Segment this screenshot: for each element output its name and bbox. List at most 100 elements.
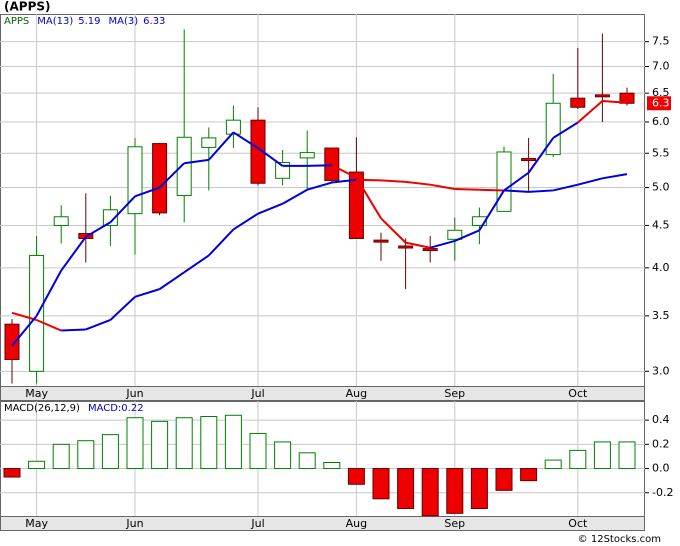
y-tick-label: 4.0 [652,261,670,274]
candle-body [53,216,69,226]
candle-body [471,216,487,226]
ma-line [257,202,283,215]
x-tick-label: Oct [568,517,588,530]
candle-body [127,146,143,215]
macd-bar [618,441,636,470]
candle-body [225,119,241,135]
candle-body [102,209,118,226]
y-tick-label: 0.2 [652,437,670,450]
candle-body [422,248,438,252]
macd-bar [126,417,144,470]
ma-line [478,189,505,231]
macd-bar [274,441,292,470]
ma-line [528,189,554,193]
last-price-label: 6.3 [652,96,670,109]
date-strip [0,386,645,401]
legend-entry: MA(13) [37,16,73,27]
candle-body [594,94,610,98]
candle-body [398,245,414,249]
ma-line [331,164,357,179]
ma-line [109,195,136,223]
y-tick-label: 7.0 [652,60,670,73]
x-tick-label: May [25,517,48,530]
ma-line [282,188,308,205]
macd-bar [323,461,341,470]
ma-line [158,162,185,189]
ma-line [577,177,603,186]
legend-entry: MA(3) [109,16,139,27]
candle-body [496,151,512,212]
footer: © 12Stocks.com [578,534,661,545]
y-tick-label: 5.0 [652,181,670,194]
ma-line [405,241,431,249]
ma-line [430,183,455,190]
macd-bar [175,417,193,470]
ma-line [35,270,63,317]
y-tick-label: 3.0 [652,364,670,377]
candle-body [447,229,463,240]
macd-bar [52,443,70,470]
x-tick-label: Sep [444,517,465,530]
x-tick-label: Jul [250,517,264,530]
ma-line [602,100,628,104]
candle-body [201,137,217,148]
legend-entry: 5.19 [78,16,100,27]
macd-bar [347,468,365,485]
date-strip [0,516,645,531]
last-price-box [647,96,671,111]
ma-line [232,212,259,231]
ma-line [454,229,480,242]
plot-area [0,401,645,517]
ma-line [429,240,456,249]
ma-line [577,100,604,124]
y-tick-label: 0.0 [652,462,670,475]
macd-bar [544,459,562,470]
candle-body [619,92,635,104]
macd-bar [495,468,513,491]
candle-body [521,158,537,162]
ma-line [552,121,579,139]
ma-line [11,311,37,321]
ma-line [232,131,259,149]
macd-bar [101,434,119,470]
y-tick-label: 6.0 [652,115,670,128]
x-tick-label: Jun [125,387,143,400]
y-tick-label: -0.2 [652,486,673,499]
macd-bar [28,460,46,470]
y-tick-label: 7.5 [652,35,670,48]
x-tick-label: Jul [250,387,264,400]
legend-entry: MACD:0.22 [88,403,144,414]
x-tick-label: Aug [346,517,367,530]
y-tick-label: 3.5 [652,309,670,322]
macd-bar [224,414,242,470]
macd-bar [397,468,415,509]
ma-line [257,147,284,167]
macd-bar [298,452,316,470]
ma-line [184,158,209,165]
ma-line [85,221,111,238]
candle-body [570,97,586,108]
ma-line [134,288,160,298]
macd-bar [593,441,611,470]
macd-bar [249,432,267,470]
ma-line [208,228,235,257]
legend-entry: MACD(26,12,9) [4,403,80,414]
candle-body [4,323,20,361]
ma-line [503,171,530,192]
y-tick-label: 5.5 [652,146,670,159]
ma-line [36,319,62,332]
x-tick-label: Aug [346,387,367,400]
macd-bar [3,468,21,478]
ma-line [454,187,480,191]
y-tick-label: 0.4 [652,413,670,426]
macd-bar [421,468,439,517]
ma-line [134,186,160,198]
ma-line [109,296,136,321]
candle-body [324,147,340,181]
candle-body [152,143,168,214]
ma-line [527,137,555,174]
ma-line [380,217,407,244]
plot-area [0,14,645,387]
macd-bar [446,468,464,514]
